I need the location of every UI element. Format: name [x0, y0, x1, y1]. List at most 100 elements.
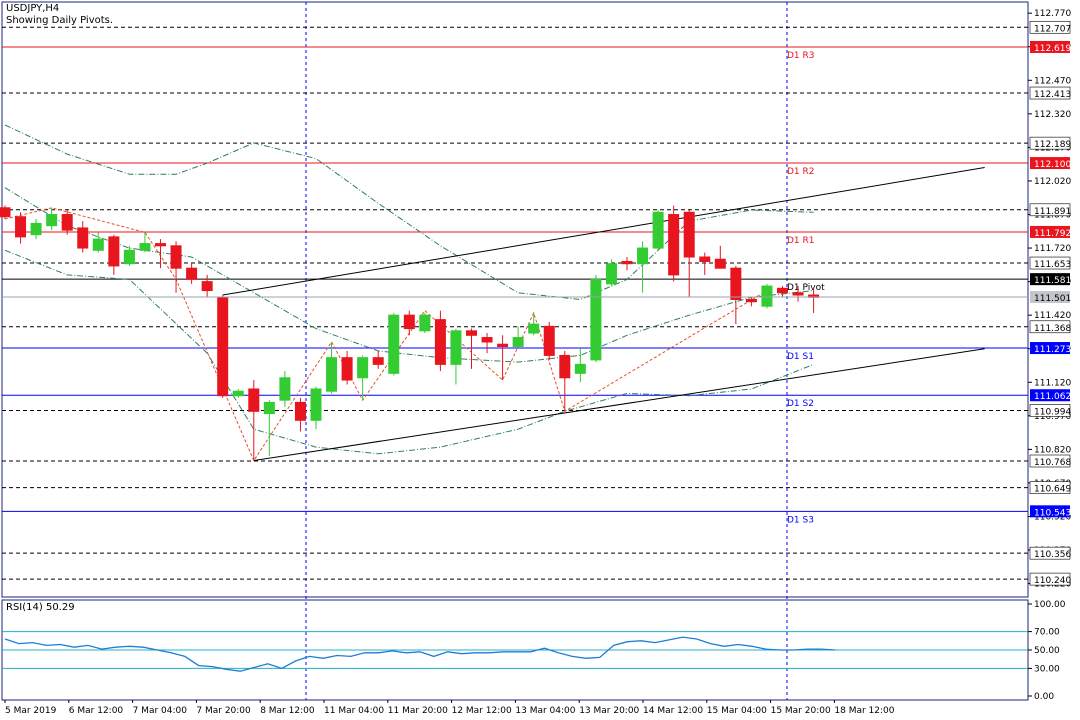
level-price-text: 112.707 [1034, 24, 1071, 34]
rsi-tick-label: 0.00 [1034, 692, 1054, 702]
candle-bear [15, 216, 27, 238]
pivot-price-text: 110.543 [1034, 508, 1071, 518]
y-tick-label: 110.970 [1034, 412, 1071, 422]
pivot-price-text: 112.619 [1034, 44, 1071, 54]
rsi-tick-label: 50.00 [1034, 646, 1060, 656]
candle-bull [528, 323, 540, 334]
level-price-tag [1029, 203, 1071, 217]
x-tick-label: 14 Mar 12:00 [643, 706, 703, 716]
candle-bull [590, 278, 602, 361]
candle-bull [263, 401, 275, 415]
y-tick-label: 111.720 [1034, 244, 1071, 254]
level-price-tag [1029, 20, 1071, 34]
level-price-tag [1029, 136, 1071, 150]
level-price-tag [1029, 481, 1071, 494]
candle-bear [403, 314, 415, 330]
x-tick-label: 11 Mar 04:00 [324, 706, 384, 716]
pivot-label: D1 S3 [787, 515, 814, 525]
candle-bull [279, 377, 291, 401]
level-price-text: 111.368 [1034, 324, 1071, 334]
pivot-price-tag [1030, 389, 1070, 402]
rsi-tick-label: 30.00 [1034, 664, 1060, 674]
candle-bear [745, 299, 757, 303]
candle-bear [683, 211, 695, 258]
candle-bull [357, 357, 369, 379]
channel-line [222, 167, 985, 296]
pivot-label: D1 S2 [787, 399, 814, 409]
candle-bear [201, 281, 213, 292]
pivot-price-tag [1030, 342, 1070, 355]
ma-curve [4, 187, 814, 363]
candle-bear [0, 207, 11, 218]
x-tick-label: 15 Mar 04:00 [707, 706, 767, 716]
level-price-tag [1029, 546, 1071, 560]
pivot-price-tag [1030, 157, 1070, 170]
current-price-tag [1030, 291, 1070, 304]
level-price-text: 111.891 [1034, 207, 1071, 217]
rsi-panel-title: RSI(14) 50.29 [6, 602, 75, 613]
candle-bull [574, 363, 586, 374]
y-tick-label: 110.520 [1034, 512, 1071, 522]
candle-bull [637, 247, 649, 265]
y-tick-label: 112.470 [1034, 76, 1071, 86]
level-price-text: 110.994 [1034, 407, 1071, 417]
pivot-price-tag [1030, 505, 1070, 518]
candle-bear [186, 267, 198, 280]
x-tick-label: 13 Mar 20:00 [579, 706, 639, 716]
candle-bear [466, 330, 477, 336]
level-price-tag [1029, 454, 1071, 468]
candle-bear [699, 256, 711, 262]
pivot-price-tag [1030, 225, 1070, 238]
y-tick-label: 112.020 [1034, 177, 1071, 187]
candle-bull [30, 222, 42, 236]
pivot-price-text: 111.273 [1034, 345, 1071, 355]
candle-bull [46, 214, 58, 227]
pivot-label: D1 Pivot [787, 283, 825, 293]
candle-bull [92, 238, 104, 251]
level-price-text: 112.413 [1034, 90, 1071, 100]
pivot-price-text: 111.792 [1034, 229, 1071, 239]
pivot-label: D1 R1 [787, 236, 815, 246]
chart-subtitle: Showing Daily Pivots. [6, 15, 114, 26]
pivot-label: D1 R2 [787, 167, 815, 177]
rsi-tick-label: 100.00 [1034, 600, 1066, 610]
candle-bull [388, 314, 400, 374]
pivot-label: D1 R3 [787, 51, 815, 61]
x-tick-label: 13 Mar 04:00 [515, 706, 575, 716]
candle-bear [777, 287, 788, 294]
candle-bear [730, 267, 742, 300]
ma-curve [4, 249, 814, 455]
current-price-text: 111.501 [1034, 294, 1071, 304]
candle-bull [761, 285, 773, 307]
rsi-line [4, 636, 836, 672]
candle-bear [434, 319, 446, 365]
pivot-price-text: 111.581 [1034, 276, 1071, 286]
candle-bear [668, 214, 680, 276]
x-tick-label: 12 Mar 12:00 [452, 706, 512, 716]
level-price-tag [1029, 320, 1071, 334]
candle-bear [481, 337, 493, 343]
level-price-text: 110.356 [1034, 550, 1071, 560]
pivot-price-text: 111.062 [1034, 392, 1071, 402]
pivot-label: D1 S1 [787, 352, 814, 362]
candle-bull [605, 263, 617, 285]
x-tick-label: 15 Mar 20:00 [771, 706, 831, 716]
level-price-tag [1029, 86, 1071, 100]
x-tick-label: 8 Mar 12:00 [260, 706, 315, 716]
candle-bear [543, 325, 555, 356]
candle-bull [512, 337, 524, 347]
pivot-price-text: 112.100 [1034, 160, 1071, 170]
rsi-tick-label: 70.00 [1034, 628, 1060, 638]
level-price-text: 110.649 [1034, 485, 1071, 495]
x-tick-label: 18 Mar 12:00 [834, 706, 894, 716]
candle-bull [123, 249, 135, 265]
candle-bull [450, 330, 462, 365]
candle-bear [248, 388, 260, 412]
candle-bear [217, 296, 229, 397]
candle-bear [294, 401, 306, 421]
level-price-tag [1029, 572, 1071, 586]
y-tick-label: 112.770 [1034, 9, 1071, 19]
level-price-tag [1029, 404, 1071, 417]
candle-bull [652, 211, 664, 249]
